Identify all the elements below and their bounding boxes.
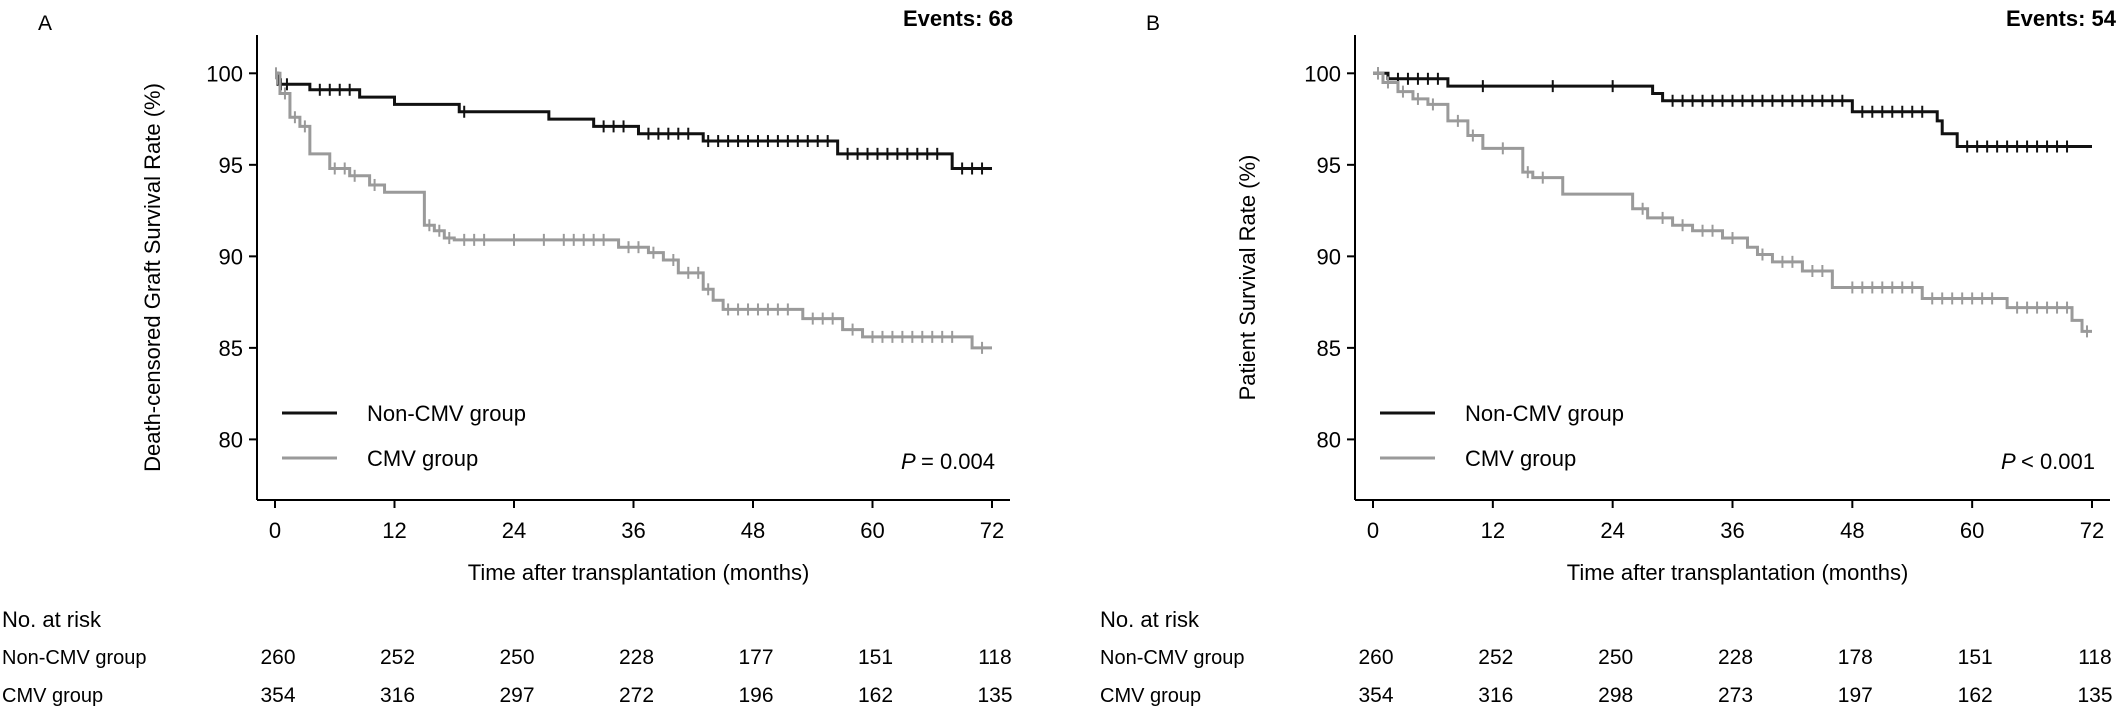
risk-cell: 162 [1958,684,1993,707]
series-cmv [1373,67,2092,338]
panel-label: A [38,12,52,35]
p-value: P < 0.001 [2001,449,2095,474]
p-value-text: = 0.004 [921,449,995,474]
x-tick-label: 72 [2080,518,2104,543]
y-tick-label: 80 [1317,427,1341,452]
risk-cell: 250 [1598,646,1633,669]
risk-cell: 354 [1358,684,1393,707]
risk-cell: 228 [619,646,654,669]
risk-cell: 118 [978,646,1011,669]
p-symbol: P [901,449,921,474]
risk-cell: 197 [1838,684,1873,707]
risk-cell: 252 [1478,646,1513,669]
y-tick-label: 100 [206,61,243,86]
p-value: P = 0.004 [901,449,995,474]
chart-panel-A: A Events: 68 80 85 90 95 100 0 12 24 36 48 60 72 Time … [2,6,1013,707]
risk-cell: 118 [2078,646,2111,669]
risk-cell: 272 [619,684,654,707]
x-tick-label: 48 [741,518,765,543]
x-tick-label: 24 [502,518,526,543]
panel-label: B [1146,12,1160,35]
risk-cell: 151 [858,646,893,669]
y-tick-label: 80 [219,427,243,452]
p-symbol: P [2001,449,2021,474]
x-tick-label: 72 [980,518,1004,543]
y-tick-label: 95 [1317,153,1341,178]
x-tick-label: 48 [1840,518,1864,543]
y-tick-label: 95 [219,153,243,178]
events-text: Events: 68 [903,6,1013,31]
x-tick-label: 12 [1481,518,1505,543]
y-tick-label: 90 [219,244,243,269]
y-axis-label: Death-censored Graft Survival Rate (%) [140,83,165,472]
risk-cell: 252 [380,646,415,669]
y-tick-label: 85 [1317,336,1341,361]
risk-cell: 250 [499,646,534,669]
x-tick-label: 60 [860,518,884,543]
risk-cell: 178 [1838,646,1873,669]
risk-table: No. at risk Non-CMV group 260 252 250 228 177 1… [2,607,1013,707]
series-cmv [274,67,992,354]
x-tick-label: 0 [269,518,281,543]
series-non-cmv [275,71,992,175]
risk-cell: 260 [260,646,295,669]
risk-row-label: Non-CMV group [1100,647,1245,669]
x-tick-label: 60 [1960,518,1984,543]
survival-step-line [275,71,992,170]
series-non-cmv [1373,67,2092,153]
risk-cell: 135 [2077,684,2112,707]
risk-cell: 151 [1958,646,1993,669]
y-tick-label: 85 [219,336,243,361]
chart-panel-B: B Events: 54 80 85 90 95 100 0 12 24 36 48 60 72 Time … [1100,6,2117,707]
y-tick-label: 90 [1317,244,1341,269]
risk-cell: 298 [1598,684,1633,707]
risk-cell: 196 [738,684,773,707]
risk-cell: 273 [1718,684,1753,707]
x-tick-label: 36 [621,518,645,543]
events-text: Events: 54 [2006,6,2117,31]
x-axis-label: Time after transplantation (months) [1567,560,1909,585]
risk-table-title: No. at risk [1100,607,1200,632]
risk-cell: 177 [738,646,773,669]
y-tick-label: 100 [1304,61,1341,86]
risk-table: No. at risk Non-CMV group 260 252 250 228 178 1… [1100,607,2113,707]
risk-cell: 162 [858,684,893,707]
x-tick-label: 36 [1720,518,1744,543]
x-tick-label: 0 [1367,518,1379,543]
risk-cell: 260 [1358,646,1393,669]
risk-table-title: No. at risk [2,607,102,632]
legend-label: CMV group [1465,446,1576,471]
risk-cell: 135 [977,684,1012,707]
legend-label: CMV group [367,446,478,471]
legend-label: Non-CMV group [367,401,526,426]
risk-cell: 228 [1718,646,1753,669]
risk-row-label: CMV group [2,685,103,707]
risk-cell: 316 [380,684,415,707]
survival-step-line [1373,71,2092,333]
y-axis-label: Patient Survival Rate (%) [1235,155,1260,401]
risk-cell: 316 [1478,684,1513,707]
survival-step-line [275,71,992,350]
risk-row-label: Non-CMV group [2,647,147,669]
risk-cell: 297 [499,684,534,707]
risk-row-label: CMV group [1100,685,1201,707]
p-value-text: < 0.001 [2021,449,2095,474]
x-axis-label: Time after transplantation (months) [468,560,810,585]
legend-label: Non-CMV group [1465,401,1624,426]
x-tick-label: 24 [1600,518,1624,543]
x-tick-label: 12 [382,518,406,543]
risk-cell: 354 [260,684,295,707]
